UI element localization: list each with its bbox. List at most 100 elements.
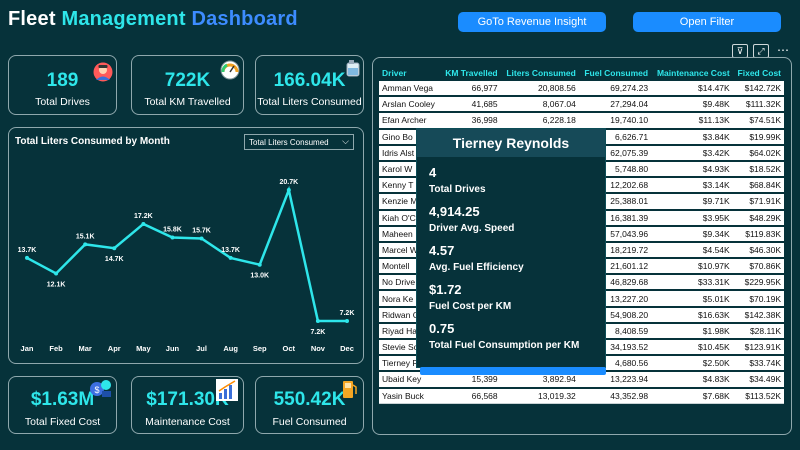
kpi-value: 189 (46, 70, 79, 91)
table-cell: 19,740.10 (578, 111, 652, 130)
table-cell: $64.02K (732, 143, 784, 162)
table-cell: $4.54K (651, 240, 733, 259)
table-cell: $4.83K (651, 370, 733, 389)
kpi-value: 722K (164, 70, 211, 91)
table-cell: $68.84K (732, 176, 784, 194)
more-options-icon[interactable]: ⋯ (777, 43, 789, 57)
driver-tooltip: Tierney Reynolds 4 Total Drives 4,914.25… (416, 128, 606, 368)
table-cell: $9.34K (651, 224, 733, 243)
table-cell: $142.38K (732, 305, 784, 324)
focus-mode-icon[interactable]: ⤢ (753, 44, 769, 58)
bar-growth-icon (216, 379, 238, 401)
table-cell: $48.29K (732, 208, 784, 227)
table-cell: $11.13K (651, 111, 733, 130)
table-cell: $74.51K (732, 111, 784, 130)
data-point[interactable] (315, 319, 320, 323)
table-cell: $1.98K (651, 321, 733, 340)
table-cell: $3.95K (651, 208, 733, 227)
table-cell: $3.14K (651, 176, 733, 194)
table-cell: $18.52K (732, 159, 784, 178)
svg-text:$: $ (94, 385, 99, 395)
table-cell: $33.31K (651, 273, 733, 291)
x-tick-label: Jul (196, 344, 207, 353)
chevron-down-icon: ⌵ (342, 136, 349, 146)
table-row[interactable]: Amman Vega 66,977 20,808.56 69,274.23 $14.47… (379, 78, 784, 97)
data-point[interactable] (199, 236, 204, 241)
data-label: 7.2K (340, 310, 355, 317)
tooltip-cost-label: Fuel Cost per KM (429, 301, 512, 312)
title-management: Management (61, 8, 186, 30)
driver-name-cell: Yasin Buck (379, 386, 441, 405)
dropdown-value: Total Liters Consumed (249, 137, 329, 147)
table-cell: $5.01K (651, 289, 733, 308)
table-cell: $2.50K (651, 354, 733, 372)
column-header[interactable]: Driver (382, 67, 407, 78)
fuel-pump-icon (343, 381, 357, 398)
table-row[interactable]: Yasin Buck 66,568 13,019.32 43,352.98 $7.68K… (379, 386, 784, 405)
x-tick-label: May (136, 344, 151, 353)
table-cell: $9.71K (651, 192, 733, 211)
table-cell: $3.42K (651, 143, 733, 162)
open-filter-button[interactable]: Open Filter (633, 12, 781, 32)
column-header[interactable]: Liters Consumed (506, 67, 576, 78)
table-cell: $10.97K (651, 257, 733, 275)
data-label: 15.1K (76, 233, 95, 240)
table-horizontal-scrollbar[interactable] (420, 367, 606, 375)
driver-name-cell: Efan Archer (379, 111, 441, 130)
data-label: 13.7K (221, 247, 240, 254)
kpi-label: Total Liters Consumed (257, 96, 362, 108)
filter-icon[interactable]: ⊽ (732, 44, 748, 58)
table-cell: $4.93K (651, 159, 733, 178)
data-point[interactable] (345, 319, 349, 323)
column-header[interactable]: KM Travelled (445, 67, 498, 78)
kpi-fixed-cost: $1.63M Total Fixed Cost $ (8, 376, 117, 434)
data-point[interactable] (286, 188, 291, 192)
data-point[interactable] (25, 255, 29, 260)
driver-avatar-icon (93, 62, 113, 82)
tooltip-cons-label: Total Fuel Consumption per KM (429, 340, 580, 351)
kpi-label: Maintenance Cost (145, 416, 230, 428)
table-row[interactable]: Arslan Cooley 41,685 8,067.04 27,294.04 $9.4… (379, 95, 784, 113)
table-cell: $46.30K (732, 240, 784, 259)
table-cell: $123.91K (732, 337, 784, 356)
data-point[interactable] (112, 246, 117, 251)
table-row[interactable]: Efan Archer 36,998 6,228.18 19,740.10 $11.13… (379, 111, 784, 130)
table-cell: $229.95K (732, 273, 784, 291)
chart-title: Total Liters Consumed by Month (15, 136, 170, 147)
tooltip-eff-value: 4.57 (429, 243, 455, 258)
line-chart-svg: 13.7K Jan 12.1K Feb 15.1K Mar 14.7K Apr 17.2K May… (18, 179, 355, 353)
column-header[interactable]: Fuel Consumed (584, 67, 649, 78)
series-line[interactable] (26, 185, 347, 323)
table-cell: $10.45K (651, 337, 733, 356)
measure-dropdown[interactable]: Total Liters Consumed ⌵ (244, 134, 354, 150)
kpi-value: $1.63M (30, 389, 95, 410)
x-tick-label: Jan (21, 344, 34, 353)
data-point[interactable] (170, 235, 175, 240)
column-header[interactable]: Maintenance Cost (656, 67, 730, 78)
kpi-label: Total KM Travelled (144, 96, 231, 108)
kpi-maintenance-cost: $171.30K Maintenance Cost (131, 376, 244, 434)
data-point[interactable] (257, 262, 262, 267)
data-point[interactable] (54, 271, 59, 276)
table-cell: $19.99K (732, 127, 784, 146)
table-cell: 13,019.32 (500, 386, 579, 405)
title-fleet: Fleet (8, 8, 56, 30)
table-cell: 6,228.18 (500, 111, 579, 130)
table-cell: 41,685 (440, 95, 501, 113)
table-cell: $33.74K (732, 354, 784, 372)
table-cell: 27,294.04 (578, 95, 652, 113)
data-label: 13.0K (250, 273, 269, 280)
data-point[interactable] (141, 221, 146, 226)
table-cell: $119.83K (732, 224, 784, 243)
data-label: 15.7K (192, 228, 211, 235)
table-cell: $70.19K (732, 289, 784, 308)
x-tick-label: Sep (253, 344, 267, 353)
data-point[interactable] (228, 255, 233, 260)
column-header[interactable]: Fixed Cost (737, 67, 781, 78)
goto-revenue-button[interactable]: GoTo Revenue Insight (458, 12, 606, 32)
data-label: 14.7K (105, 256, 124, 263)
data-point[interactable] (83, 242, 88, 247)
kpi-value: 166.04K (273, 70, 346, 91)
table-cell: $3.84K (651, 127, 733, 146)
kpi-label: Total Drives (35, 96, 90, 108)
